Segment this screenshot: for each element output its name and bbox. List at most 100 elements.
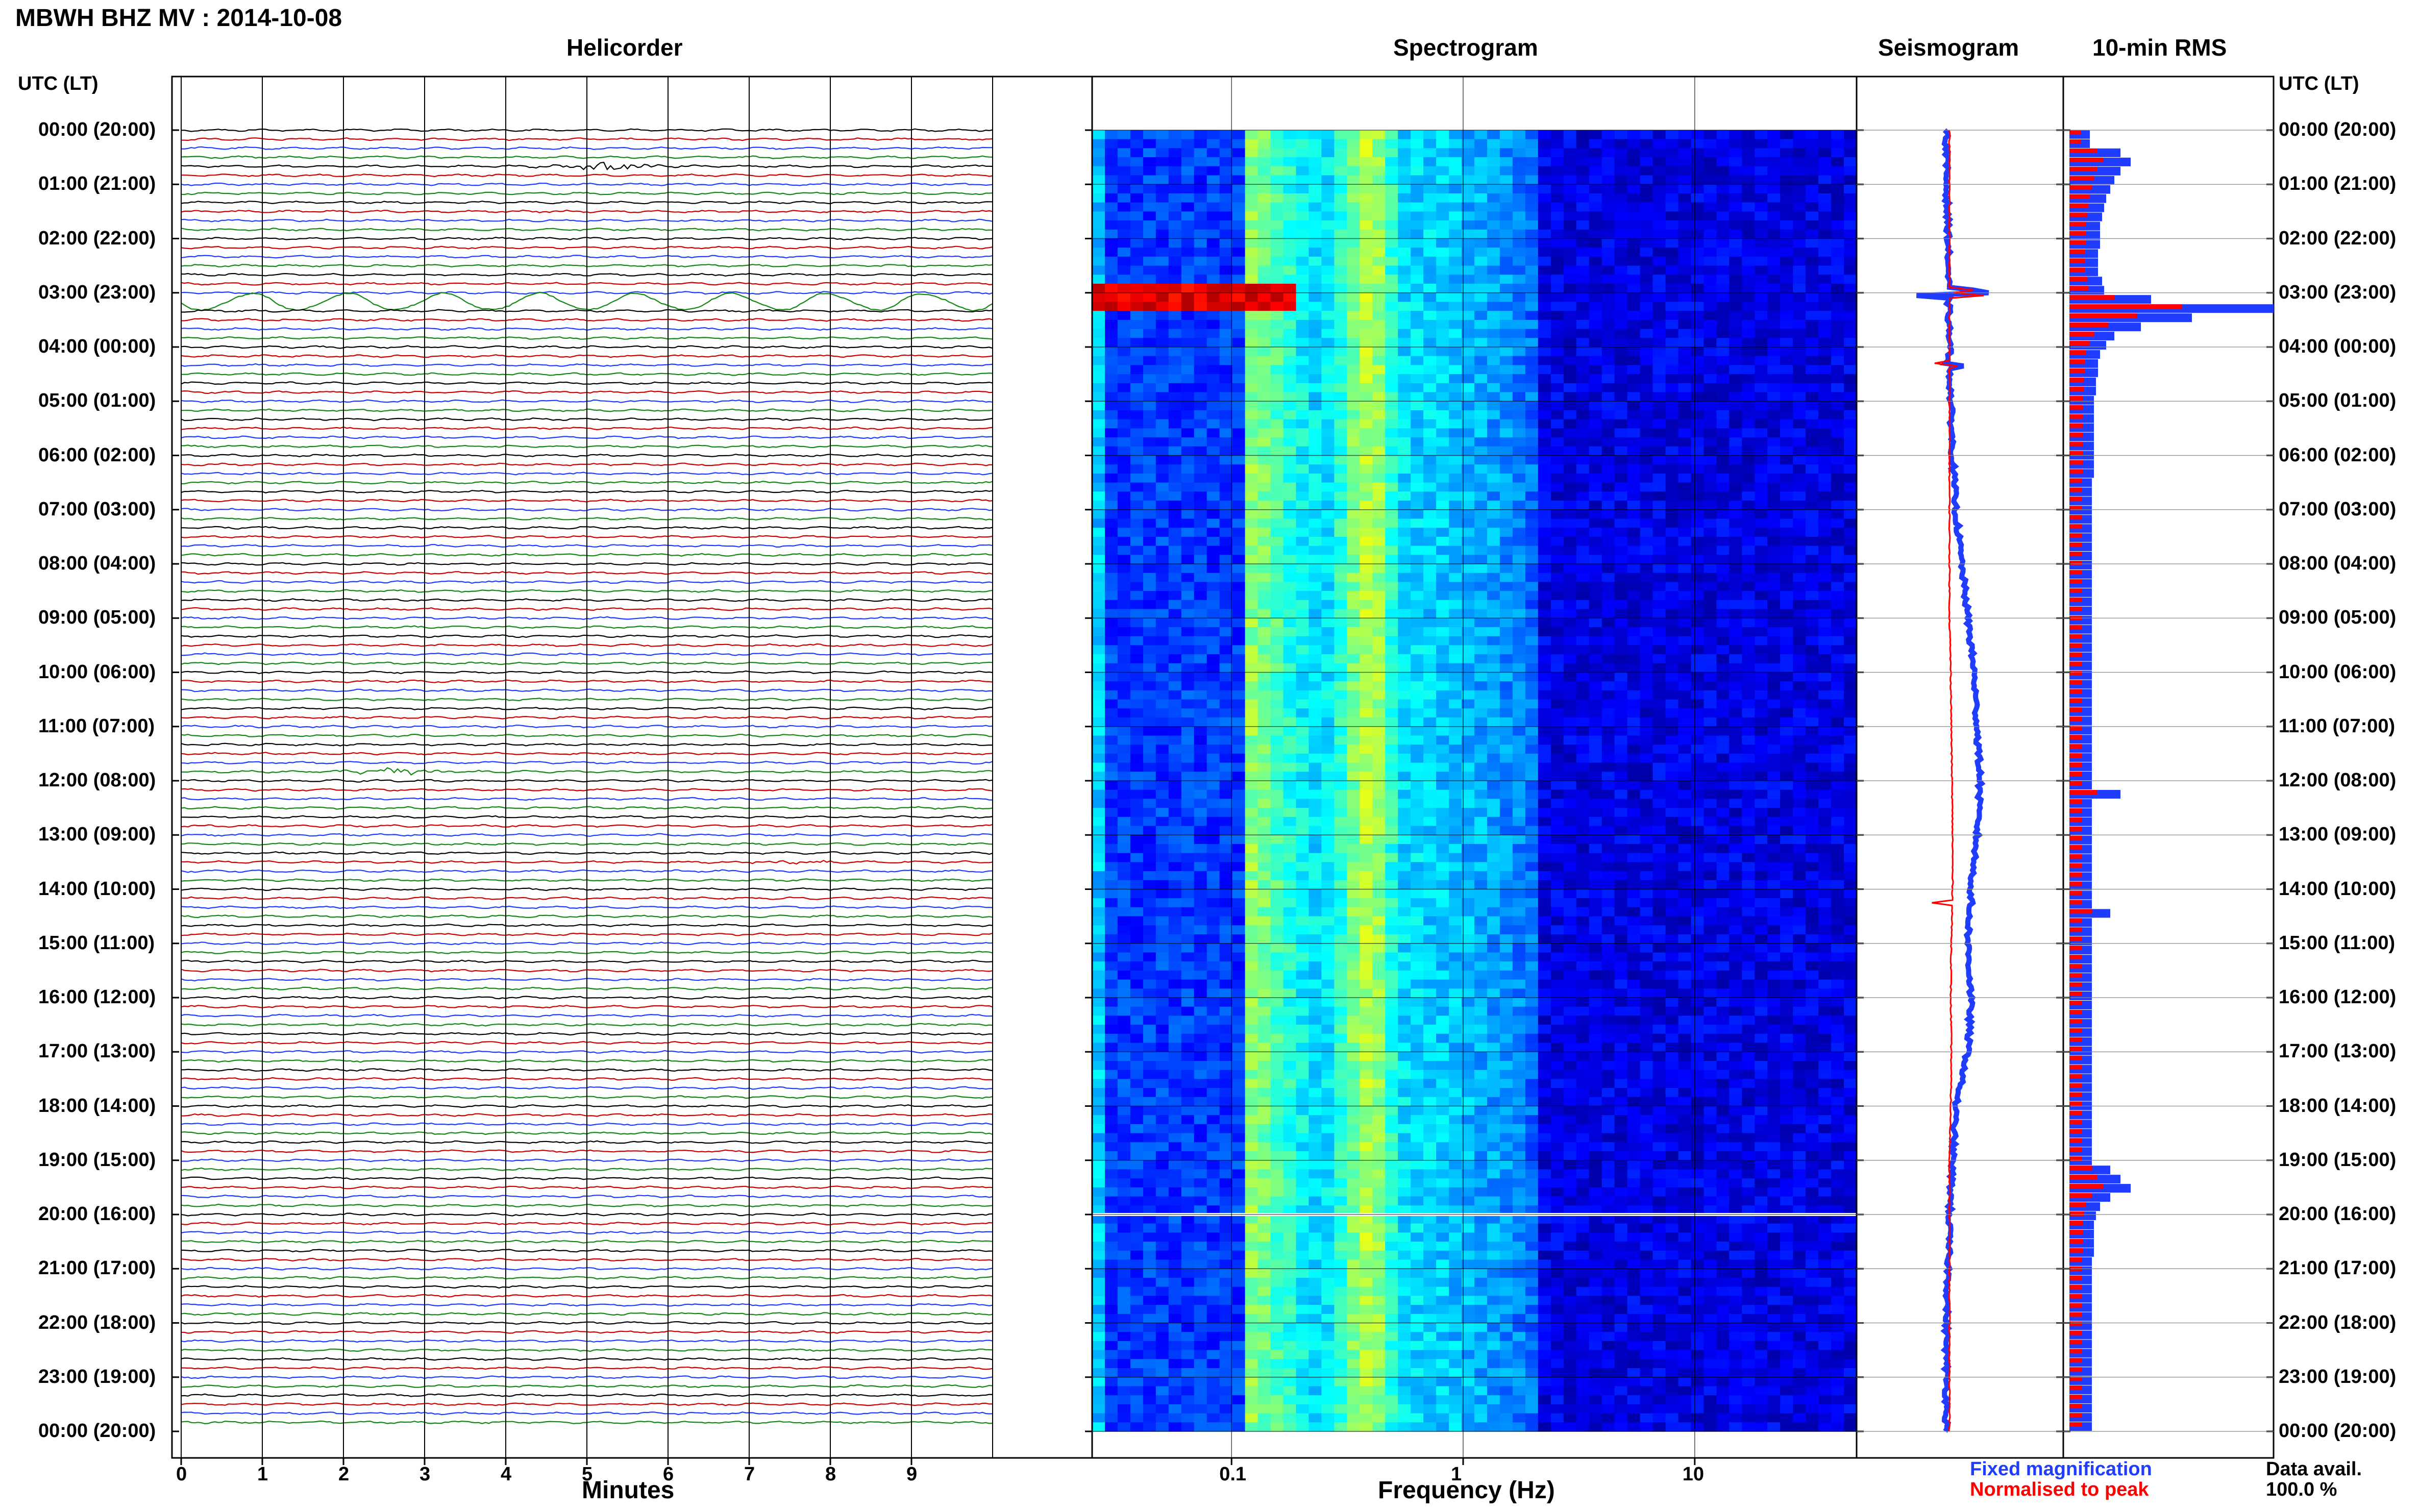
spectrogram-cell: [1181, 799, 1195, 808]
spectrogram-cell: [1283, 401, 1297, 411]
spectrogram-cell: [1411, 582, 1424, 591]
spectrogram-cell: [1525, 636, 1539, 646]
spectrogram-cell: [1181, 401, 1195, 411]
spectrogram-cell: [1806, 148, 1819, 158]
spectrogram-cell: [1818, 338, 1832, 348]
spectrogram-cell: [1487, 220, 1500, 230]
spectrogram-cell: [1627, 663, 1641, 673]
spectrogram-cell: [1385, 265, 1398, 275]
spectrogram-cell: [1117, 374, 1131, 384]
spectrogram-cell: [1550, 410, 1564, 420]
spectrogram-cell: [1678, 582, 1692, 591]
spectrogram-cell: [1844, 735, 1857, 745]
spectrogram-cell: [1806, 139, 1819, 148]
spectrogram-cell: [1423, 781, 1437, 790]
spectrogram-cell: [1296, 536, 1310, 547]
spectrogram-cell: [1589, 284, 1602, 293]
spectrogram-cell: [1538, 799, 1551, 808]
spectrogram-cell: [1372, 536, 1386, 547]
spectrogram-cell: [1716, 745, 1730, 754]
spectrogram-cell: [1309, 772, 1322, 781]
spectrogram-cell: [1423, 564, 1437, 574]
spectrogram-cell: [1627, 455, 1641, 465]
spectrogram-cell: [1449, 383, 1462, 393]
spectrogram-cell: [1704, 600, 1717, 610]
spectrogram-cell: [1499, 202, 1513, 212]
spectrogram-cell: [1117, 338, 1131, 348]
spectrogram-cell: [1844, 753, 1857, 763]
spectrogram-cell: [1398, 175, 1411, 185]
spectrogram-cell: [1755, 645, 1768, 655]
spectrogram-cell: [1525, 247, 1539, 257]
spectrogram-cell: [1652, 139, 1666, 148]
spectrogram-cell: [1436, 437, 1449, 447]
spectrogram-cell: [1347, 536, 1360, 547]
spectrogram-cell: [1474, 799, 1488, 808]
spectrogram-cell: [1627, 374, 1641, 384]
spectrogram-cell: [1411, 329, 1424, 338]
spectrogram-cell: [1691, 211, 1704, 221]
spectrogram-cell: [1652, 410, 1666, 420]
spectrogram-cell: [1525, 762, 1539, 772]
spectrogram-cell: [1793, 536, 1806, 547]
spectrogram-cell: [1806, 618, 1819, 628]
spectrogram-cell: [1462, 311, 1475, 320]
spectrogram-cell: [1334, 428, 1347, 438]
spectrogram-cell: [1423, 473, 1437, 483]
spectrogram-cell: [1194, 726, 1207, 736]
spectrogram-cell: [1219, 302, 1233, 311]
spectrogram-cell: [1589, 302, 1602, 311]
spectrogram-cell: [1640, 157, 1653, 167]
spectrogram-cell: [1576, 220, 1590, 230]
spectrogram-cell: [1398, 618, 1411, 628]
spectrogram-cell: [1487, 238, 1500, 248]
spectrogram-cell: [1665, 401, 1679, 411]
spectrogram-cell: [1806, 627, 1819, 637]
spectrogram-cell: [1576, 726, 1590, 736]
spectrogram-cell: [1525, 844, 1539, 854]
spectrogram-cell: [1283, 681, 1297, 691]
spectrogram-cell: [1105, 139, 1118, 148]
spectrogram-cell: [1347, 518, 1360, 528]
spectrogram-cell: [1270, 130, 1284, 140]
spectrogram-cell: [1257, 365, 1271, 375]
spectrogram-cell: [1704, 193, 1717, 203]
spectrogram-cell: [1793, 528, 1806, 537]
spectrogram-cell: [1665, 690, 1679, 700]
spectrogram-cell: [1589, 699, 1602, 709]
spectrogram-cell: [1640, 591, 1653, 601]
spectrogram-cell: [1640, 636, 1653, 646]
spectrogram-cell: [1614, 455, 1628, 465]
time-label: 10:00 (06:00): [38, 661, 156, 683]
spectrogram-cell: [1512, 428, 1526, 438]
spectrogram-cell: [1818, 781, 1832, 790]
spectrogram-cell: [1767, 663, 1781, 673]
spectrogram-cell: [1168, 528, 1182, 537]
spectrogram-cell: [1143, 501, 1156, 510]
spectrogram-cell: [1806, 419, 1819, 429]
spectrogram-cell: [1576, 265, 1590, 275]
spectrogram-cell: [1206, 528, 1220, 537]
spectrogram-cell: [1181, 546, 1195, 555]
spectrogram-cell: [1105, 157, 1118, 167]
spectrogram-cell: [1499, 157, 1513, 167]
spectrogram-cell: [1742, 627, 1755, 637]
spectrogram-cell: [1398, 826, 1411, 835]
spectrogram-cell: [1155, 311, 1169, 320]
spectrogram-cell: [1449, 229, 1462, 239]
spectrogram-cell: [1844, 491, 1857, 501]
spectrogram-cell: [1755, 501, 1768, 510]
spectrogram-cell: [1818, 672, 1832, 682]
spectrogram-cell: [1525, 292, 1539, 303]
spectrogram-cell: [1525, 329, 1539, 338]
spectrogram-cell: [1691, 536, 1704, 547]
spectrogram-cell: [1844, 536, 1857, 547]
spectrogram-cell: [1155, 157, 1169, 167]
spectrogram-cell: [1601, 482, 1615, 492]
spectrogram-cell: [1499, 799, 1513, 808]
spectrogram-cell: [1780, 699, 1793, 709]
spectrogram-cell: [1640, 473, 1653, 483]
spectrogram-cell: [1601, 329, 1615, 338]
spectrogram-cell: [1411, 699, 1424, 709]
spectrogram-cell: [1512, 193, 1526, 203]
